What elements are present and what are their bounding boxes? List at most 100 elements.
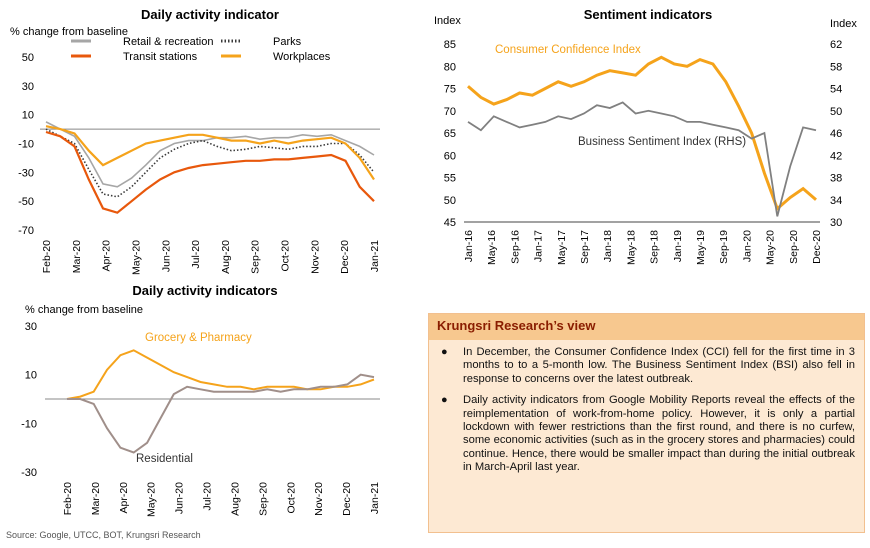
- series-line: [45, 130, 375, 214]
- x-tick-label: Sep-20: [257, 482, 269, 516]
- y-tick-label: 50: [22, 52, 34, 64]
- y-tick-label: -30: [21, 467, 37, 479]
- x-tick-label: Aug-20: [229, 482, 241, 516]
- x-tick-label: Nov-20: [313, 482, 325, 516]
- right-axis-label: Index: [830, 18, 857, 30]
- series-line: [45, 125, 375, 181]
- view-header: Krungsri Research’s view: [429, 314, 864, 340]
- right-tick-label: 50: [830, 106, 842, 118]
- x-tick-label: Jun-20: [160, 240, 172, 272]
- left-tick-label: 50: [444, 195, 456, 207]
- series-line: [66, 349, 375, 400]
- chart-title: Daily activity indicators: [132, 283, 277, 298]
- x-tick-label: Feb-20: [62, 482, 74, 515]
- x-tick-label: Dec-20: [811, 230, 823, 264]
- x-tick-label: Sep-16: [509, 230, 521, 264]
- y-tick-label: -50: [18, 196, 34, 208]
- x-tick-label: May-20: [130, 240, 142, 275]
- y-tick-label: -70: [18, 225, 34, 237]
- x-tick-label: May-19: [695, 230, 707, 265]
- right-tick-label: 58: [830, 61, 842, 73]
- right-tick-label: 62: [830, 39, 842, 51]
- x-tick-label: May-16: [486, 230, 498, 265]
- left-tick-label: 70: [444, 106, 456, 118]
- legend-label: Transit stations: [123, 51, 198, 63]
- x-tick-label: Dec-20: [341, 482, 353, 516]
- left-tick-label: 85: [444, 39, 456, 51]
- x-tick-label: May-20: [765, 230, 777, 265]
- x-tick-label: Jan-17: [533, 230, 545, 262]
- grocery-annotation: Grocery & Pharmacy: [145, 332, 252, 344]
- x-tick-label: Mar-20: [90, 482, 102, 515]
- right-tick-label: 46: [830, 128, 842, 140]
- x-tick-label: Oct-20: [280, 240, 292, 272]
- x-tick-label: Apr-20: [101, 240, 113, 272]
- residential-annotation: Residential: [136, 453, 193, 465]
- legend-label: Parks: [273, 36, 302, 48]
- series-line: [467, 55, 817, 212]
- x-tick-label: Nov-20: [309, 240, 321, 274]
- daily-activity-chart: Daily activity indicator % change from ba…: [10, 7, 381, 275]
- cci-annotation: Consumer Confidence Index: [495, 44, 641, 56]
- x-tick-label: Jul-20: [190, 240, 202, 269]
- x-tick-label: Jun-20: [174, 482, 186, 514]
- y-tick-label: 30: [22, 81, 34, 93]
- series-line: [45, 128, 375, 198]
- view-point-text: In December, the Consumer Confidence Ind…: [463, 346, 855, 385]
- y-tick-label: -10: [18, 139, 34, 151]
- x-tick-label: Mar-20: [71, 240, 83, 273]
- left-tick-label: 75: [444, 84, 456, 96]
- series-line: [67, 373, 375, 454]
- bsi-annotation: Business Sentiment Index (RHS): [578, 136, 746, 148]
- grocery-residential-chart: Daily activity indicators % change from b…: [21, 283, 381, 517]
- source-note: Source: Google, UTCC, BOT, Krungsri Rese…: [6, 530, 201, 540]
- x-tick-label: Jul-20: [202, 482, 214, 511]
- bullet-icon: ●: [441, 346, 448, 358]
- y-tick-label: 10: [22, 110, 34, 122]
- right-tick-label: 30: [830, 217, 842, 229]
- y-axis-label: % change from baseline: [25, 304, 143, 316]
- legend-label: Retail & recreation: [123, 36, 214, 48]
- x-tick-label: Oct-20: [285, 482, 297, 514]
- left-tick-label: 65: [444, 128, 456, 140]
- x-tick-label: Jan-21: [369, 482, 381, 514]
- bullet-icon: ●: [441, 394, 448, 407]
- right-tick-label: 34: [830, 195, 842, 207]
- chart-title: Daily activity indicator: [141, 7, 279, 22]
- view-title: Krungsri Research’s view: [437, 318, 596, 333]
- view-point: ● In December, the Consumer Confidence I…: [437, 346, 855, 386]
- right-tick-label: 42: [830, 150, 842, 162]
- x-tick-label: Sep-17: [579, 230, 591, 264]
- x-tick-label: May-18: [625, 230, 637, 265]
- series-line: [467, 101, 817, 217]
- left-tick-label: 80: [444, 61, 456, 73]
- y-axis-label: % change from baseline: [10, 26, 128, 38]
- sentiment-chart: Sentiment indicators Index Index 85 80 75 70 65…: [434, 7, 857, 265]
- x-tick-label: Aug-20: [220, 240, 232, 274]
- left-axis-label: Index: [434, 15, 461, 27]
- x-tick-label: Sep-18: [649, 230, 661, 264]
- y-tick-label: 10: [25, 370, 37, 382]
- right-tick-label: 38: [830, 173, 842, 185]
- x-tick-label: Jan-16: [463, 230, 475, 262]
- left-tick-label: 55: [444, 173, 456, 185]
- left-tick-label: 60: [444, 150, 456, 162]
- x-tick-label: Jan-19: [672, 230, 684, 262]
- left-tick-label: 45: [444, 217, 456, 229]
- right-tick-label: 54: [830, 84, 842, 96]
- view-point: ● Daily activity indicators from Google …: [437, 394, 855, 474]
- view-point-text: Daily activity indicators from Google Mo…: [463, 394, 855, 474]
- x-tick-label: Dec-20: [339, 240, 351, 274]
- legend-label: Workplaces: [273, 51, 331, 63]
- x-tick-label: Sep-19: [718, 230, 730, 264]
- y-tick-label: 30: [25, 321, 37, 333]
- x-tick-label: May-20: [146, 482, 158, 517]
- x-tick-label: Sep-20: [788, 230, 800, 264]
- chart-title: Sentiment indicators: [584, 7, 713, 22]
- krungsri-view-box: Krungsri Research’s view ● In December, …: [428, 313, 865, 533]
- x-tick-label: Jan-18: [602, 230, 614, 262]
- x-tick-label: Jan-21: [369, 240, 381, 272]
- x-tick-label: Apr-20: [118, 482, 130, 514]
- y-tick-label: -10: [21, 418, 37, 430]
- series-line: [45, 121, 375, 188]
